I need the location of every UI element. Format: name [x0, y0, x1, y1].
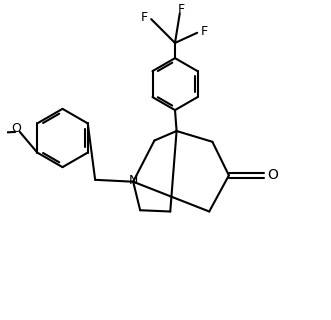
Text: F: F [178, 3, 185, 16]
Text: F: F [141, 11, 148, 24]
Text: O: O [267, 168, 278, 182]
Text: N: N [128, 174, 138, 187]
Text: O: O [12, 122, 22, 135]
Text: F: F [201, 25, 208, 38]
